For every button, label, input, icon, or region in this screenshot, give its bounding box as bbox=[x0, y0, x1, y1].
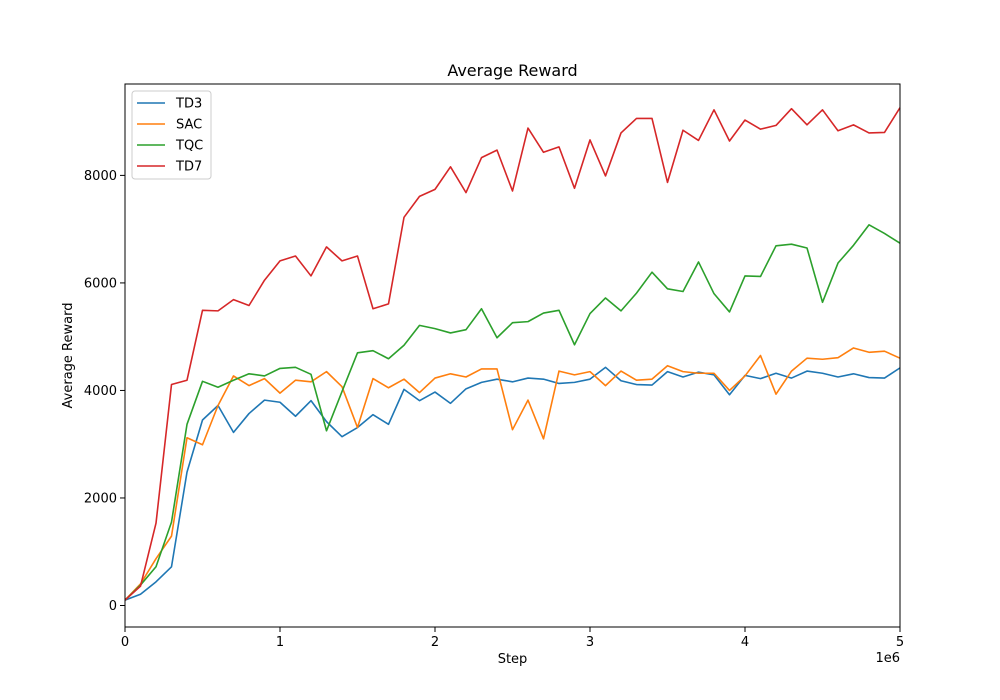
y-axis: 0 2000 4000 6000 8000 bbox=[84, 169, 125, 614]
x-axis-offset-text: 1e6 bbox=[875, 651, 900, 666]
y-tick-label: 4000 bbox=[84, 384, 117, 399]
axes-frame bbox=[124, 83, 901, 628]
x-tick-label: 4 bbox=[741, 635, 749, 650]
plot-area bbox=[124, 107, 901, 601]
legend-label-sac: SAC bbox=[176, 118, 202, 133]
legend-box bbox=[131, 90, 212, 180]
legend-label-tqc: TQC bbox=[175, 139, 203, 154]
legend-label-td7: TD7 bbox=[175, 160, 202, 175]
series-line-td3 bbox=[124, 366, 901, 601]
x-tick-label: 1 bbox=[276, 635, 284, 650]
x-axis-label: Step bbox=[498, 652, 528, 667]
y-axis-label: Average Reward bbox=[61, 303, 76, 409]
y-tick-label: 2000 bbox=[84, 491, 117, 506]
y-tick-label: 0 bbox=[109, 599, 117, 614]
x-tick-label: 2 bbox=[431, 635, 439, 650]
x-tick-label: 0 bbox=[121, 635, 129, 650]
series-line-td7 bbox=[124, 107, 901, 601]
y-tick-label: 6000 bbox=[84, 276, 117, 291]
chart-title: Average Reward bbox=[447, 61, 577, 80]
series-line-sac bbox=[124, 347, 901, 601]
y-tick-label: 8000 bbox=[84, 169, 117, 184]
legend-label-td3: TD3 bbox=[175, 97, 202, 112]
x-tick-label: 5 bbox=[896, 635, 904, 650]
series-line-tqc bbox=[124, 224, 901, 601]
legend: TD3 SAC TQC TD7 bbox=[131, 90, 212, 180]
x-tick-label: 3 bbox=[586, 635, 594, 650]
x-axis: 0 1 2 3 4 5 bbox=[121, 627, 904, 650]
